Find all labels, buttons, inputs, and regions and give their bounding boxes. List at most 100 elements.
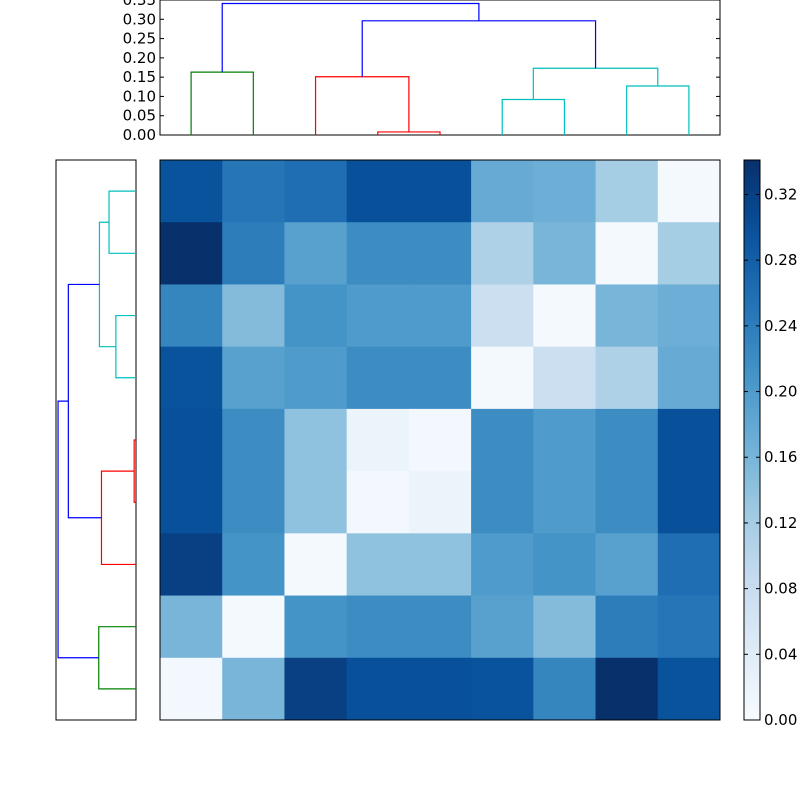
heatmap-cell xyxy=(222,595,285,659)
heatmap-cell xyxy=(533,160,597,223)
heatmap-cell xyxy=(657,346,721,410)
heatmap-cell xyxy=(533,657,597,721)
heatmap-cell xyxy=(595,346,659,410)
colorbar-tick-label: 0.08 xyxy=(764,580,797,598)
dendrogram-link xyxy=(314,76,410,135)
heatmap-cell xyxy=(657,284,721,348)
heatmap-cell xyxy=(408,346,472,410)
heatmap-cell xyxy=(346,657,410,721)
heatmap-cell xyxy=(408,595,472,659)
heatmap-cell xyxy=(284,471,348,534)
heatmap-cell xyxy=(408,471,472,534)
heatmap-cell xyxy=(346,471,410,534)
heatmap-cell xyxy=(471,533,534,597)
heatmap-cell xyxy=(657,533,721,597)
colorbar-bar xyxy=(743,159,761,721)
heatmap-cell xyxy=(346,222,410,285)
heatmap-cell xyxy=(346,160,410,223)
heatmap-cell xyxy=(160,533,223,597)
heatmap-cell xyxy=(160,595,223,659)
heatmap-cell xyxy=(533,471,597,534)
top-dendrogram: 0.000.05 0.100.150.200.25 0.300.35 xyxy=(123,0,721,144)
heatmap-cell xyxy=(284,346,348,410)
colorbar: 0.00 0.04 0.08 0.12 0.16 0.20 0.24 0.28 0.32 xyxy=(743,159,797,729)
heatmap-cell xyxy=(160,346,223,410)
heatmap-cell xyxy=(408,408,472,472)
heatmap-frame xyxy=(159,159,721,721)
colorbar-tick-label: 0.32 xyxy=(764,185,797,203)
heatmap-cell xyxy=(346,408,410,472)
heatmap-cell xyxy=(160,408,223,472)
heatmap-cell xyxy=(471,222,534,285)
heatmap-cell xyxy=(471,657,534,721)
heatmap-cell xyxy=(533,284,597,348)
heatmap-cell xyxy=(533,533,597,597)
dendrogram-link xyxy=(190,71,254,135)
heatmap-cell xyxy=(533,595,597,659)
y-tick-label: 0.00 xyxy=(123,126,156,144)
y-tick-label: 0.05 xyxy=(123,107,156,125)
heatmap-cell xyxy=(471,160,534,223)
colorbar-tick-label: 0.16 xyxy=(764,448,797,466)
heatmap-cell xyxy=(533,346,597,410)
heatmap-cell xyxy=(222,408,285,472)
heatmap-cell xyxy=(160,222,223,285)
heatmap-cell xyxy=(657,657,721,721)
heatmap-cell xyxy=(471,284,534,348)
colorbar-tick-label: 0.20 xyxy=(764,383,797,401)
heatmap-cell xyxy=(657,222,721,285)
y-tick-label: 0.35 xyxy=(123,0,156,9)
heatmap-cell xyxy=(657,595,721,659)
heatmap-cell xyxy=(595,222,659,285)
heatmap-cell xyxy=(284,408,348,472)
heatmap-cell xyxy=(160,471,223,534)
heatmap-cell xyxy=(408,222,472,285)
heatmap-cell xyxy=(471,595,534,659)
heatmap-cell xyxy=(284,533,348,597)
heatmap-cell xyxy=(346,284,410,348)
dendrogram-link xyxy=(98,626,136,690)
dendrogram-link xyxy=(98,221,116,348)
heatmap-cell xyxy=(346,533,410,597)
heatmap-cell xyxy=(284,160,348,223)
dendrogram-link xyxy=(501,98,566,135)
y-tick-label: 0.25 xyxy=(123,30,156,48)
heatmap-cell xyxy=(533,222,597,285)
heatmap-cell xyxy=(222,346,285,410)
dendrogram-link xyxy=(100,470,136,566)
heatmap-cell xyxy=(284,595,348,659)
heatmap-cell xyxy=(595,595,659,659)
heatmap-cell xyxy=(284,657,348,721)
dendrogram-link xyxy=(67,283,102,519)
heatmap-cell xyxy=(657,408,721,472)
dendrogram-link xyxy=(626,85,690,135)
heatmap-cell xyxy=(408,160,472,223)
colorbar-tick-label: 0.12 xyxy=(764,514,797,532)
heatmap-cell xyxy=(222,160,285,223)
heatmap-cell xyxy=(284,222,348,285)
heatmap-cell xyxy=(346,595,410,659)
heatmap-cell xyxy=(595,160,659,223)
heatmap-cell xyxy=(657,471,721,534)
colorbar-tick-label: 0.00 xyxy=(764,711,797,729)
distance-heatmap xyxy=(159,159,721,721)
dendrogram-link xyxy=(57,400,99,659)
heatmap-cell xyxy=(657,160,721,223)
heatmap-cell xyxy=(595,284,659,348)
heatmap-cell xyxy=(533,408,597,472)
heatmap-cell xyxy=(346,346,410,410)
heatmap-cell xyxy=(595,657,659,721)
heatmap-cell xyxy=(160,160,223,223)
heatmap-cell xyxy=(408,533,472,597)
colorbar-tick-label: 0.24 xyxy=(764,317,797,335)
heatmap-cell xyxy=(595,408,659,472)
heatmap-cell xyxy=(222,284,285,348)
heatmap-cell xyxy=(160,657,223,721)
heatmap-cell xyxy=(408,657,472,721)
heatmap-cell xyxy=(471,408,534,472)
y-tick-label: 0.15 xyxy=(123,68,156,86)
heatmap-cell xyxy=(222,533,285,597)
dendrogram-link xyxy=(532,67,659,100)
colorbar-tick-label: 0.28 xyxy=(764,251,797,269)
